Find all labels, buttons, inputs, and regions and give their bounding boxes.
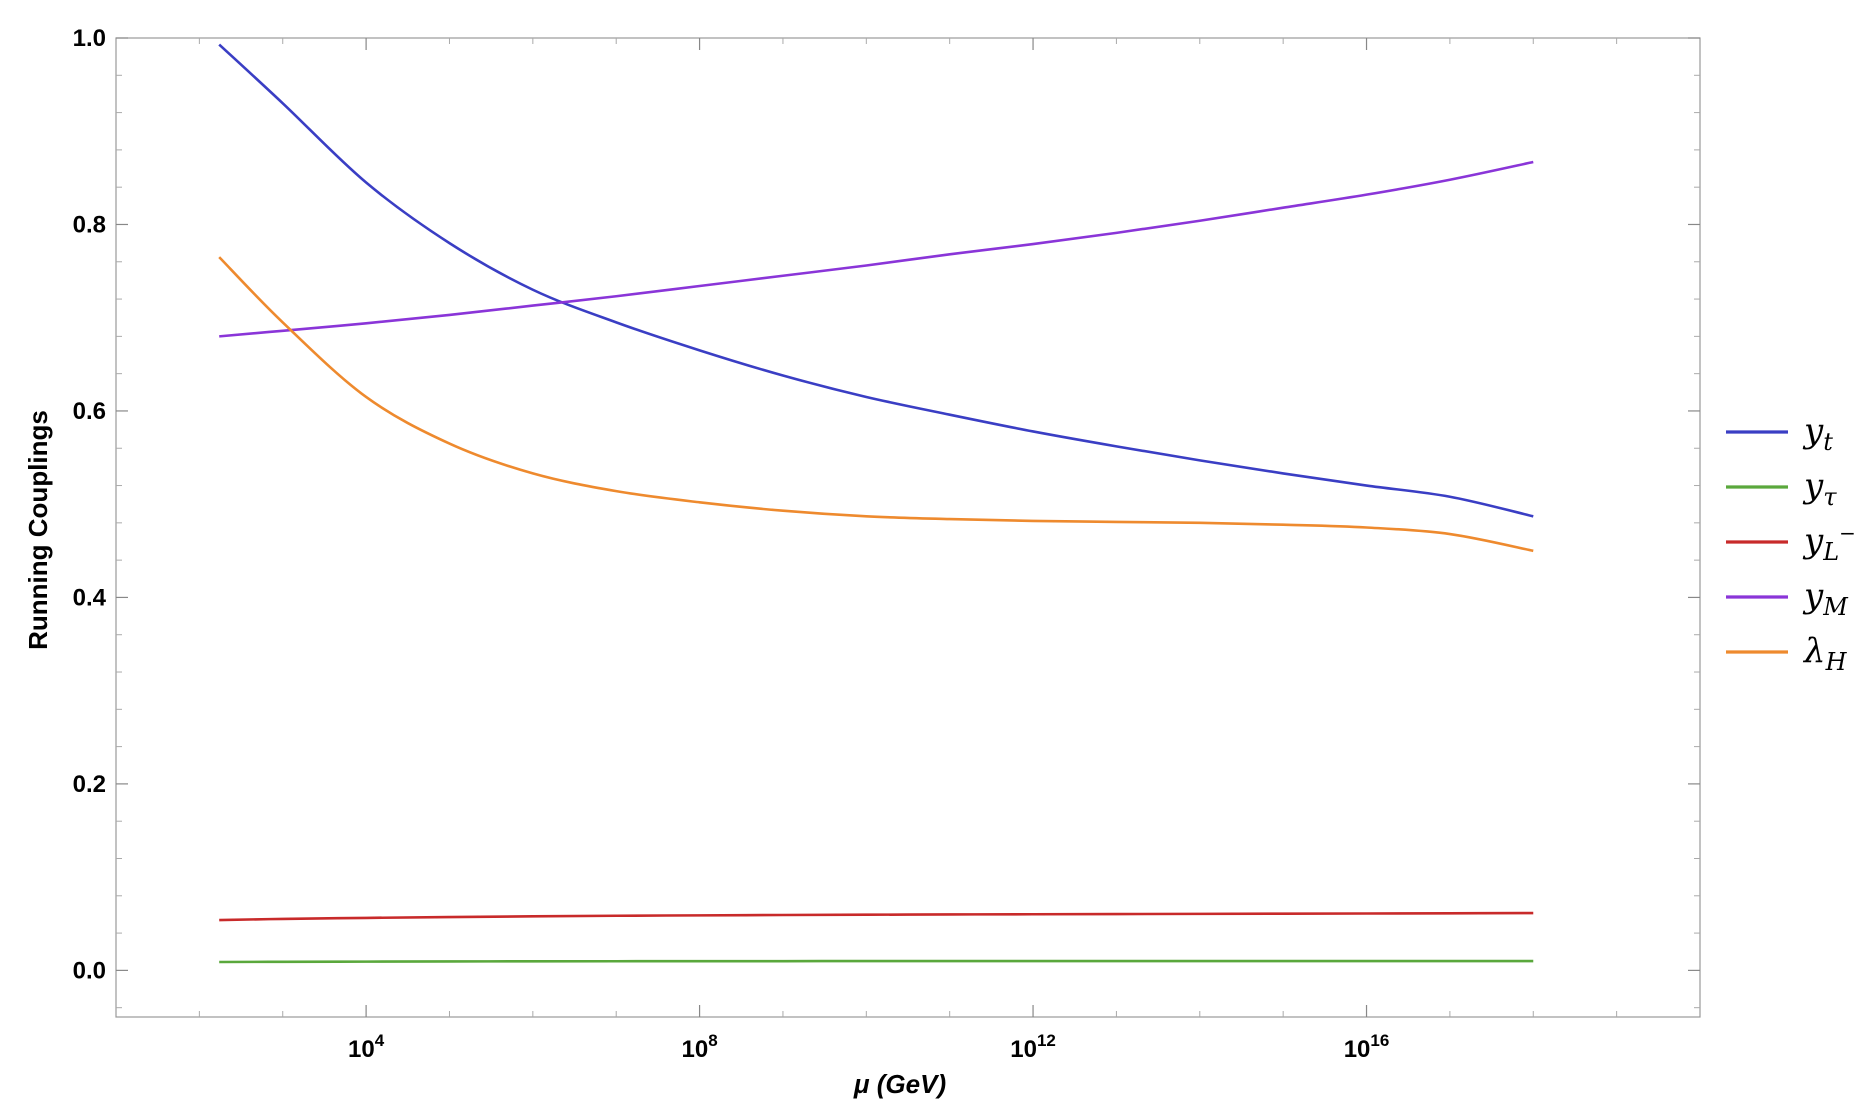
legend-entry-3: yM: [1726, 576, 1849, 621]
series-line-1: [219, 959, 1534, 964]
plot-frame: [115, 37, 1701, 1018]
x-axis-title: μ (GeV): [853, 1069, 946, 1099]
x-tick-label: 104: [348, 1031, 385, 1063]
y-tick-label: 0.4: [73, 584, 107, 611]
tick-labels: 0.0 0.2 0.4 0.6 0.8 1.0 104 108 1012 1016: [73, 25, 1390, 1063]
legend: yt yτ yL− yM λH: [1726, 411, 1856, 676]
y-tick-label: 1.0: [73, 25, 106, 52]
legend-label: yM: [1802, 576, 1849, 621]
series-line-2: [219, 911, 1534, 922]
y-tick-label: 0.6: [73, 398, 106, 425]
series-lines: [218, 43, 1534, 964]
series-line-3: [219, 160, 1534, 338]
legend-entry-2: yL−: [1726, 521, 1856, 566]
x-tick-label: 1012: [1010, 1031, 1056, 1063]
y-tick-label: 0.0: [73, 957, 106, 984]
series-line-0: [218, 43, 1534, 518]
series-line-4: [218, 256, 1534, 553]
plot-border: [115, 37, 1701, 1018]
legend-entry-4: λH: [1726, 631, 1848, 676]
legend-label: yt: [1802, 411, 1833, 456]
legend-entry-0: yt: [1726, 411, 1833, 456]
x-tick-label: 108: [681, 1031, 717, 1063]
x-tick-label: 1016: [1344, 1031, 1390, 1063]
axis-ticks: [116, 37, 1700, 1017]
legend-entry-1: yτ: [1726, 466, 1837, 511]
legend-label: λH: [1802, 631, 1848, 676]
y-tick-label: 0.8: [73, 211, 106, 238]
y-tick-label: 0.2: [73, 771, 106, 798]
y-axis-title: Running Couplings: [23, 410, 53, 650]
legend-label: yτ: [1802, 466, 1837, 511]
x-axis-title-text: μ (GeV): [853, 1069, 946, 1099]
legend-label: yL−: [1802, 521, 1856, 566]
